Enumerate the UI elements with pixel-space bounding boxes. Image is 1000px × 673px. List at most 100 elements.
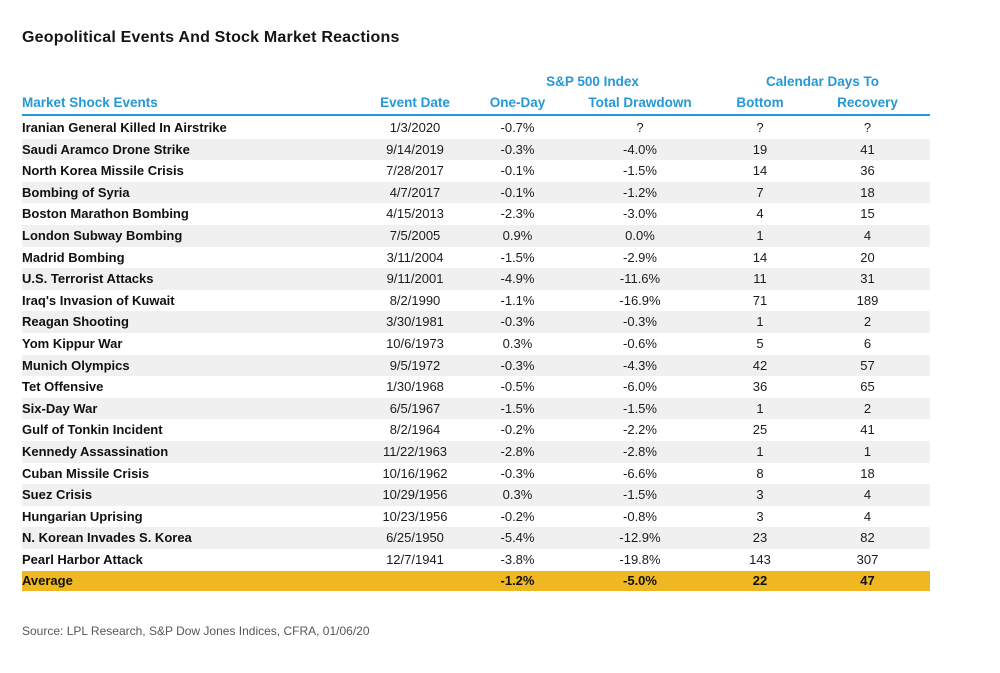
recovery-cell: 65 (860, 379, 875, 395)
recovery-cell: 82 (860, 530, 875, 546)
total-drawdown-cell: -2.2% (623, 422, 657, 438)
one-day-cell: -0.3% (500, 141, 535, 157)
one-day-cell: 0.3% (502, 487, 533, 503)
table-row: Boston Marathon Bombing 4/15/2013 -2.3% -3.… (22, 203, 930, 225)
event-date-cell: 9/14/2019 (386, 141, 444, 157)
bottom-cell: 3 (756, 508, 764, 524)
total-drawdown-cell: -12.9% (619, 530, 661, 546)
table-row: Hungarian Uprising 10/23/1956 -0.2% -0.8% 3 4 (22, 506, 930, 528)
one-day-cell: -2.3% (500, 206, 535, 222)
event-date-cell: 4/15/2013 (386, 206, 444, 222)
bottom-cell: ? (756, 120, 764, 135)
table-row: Bombing of Syria 4/7/2017 -0.1% -1.2% 7 18 (22, 181, 930, 204)
event-cell: Six-Day War (22, 400, 98, 416)
event-cell: Kennedy Assassination (22, 443, 169, 459)
table-row: Pearl Harbor Attack 12/7/1941 -3.8% -19.8% 1… (22, 549, 930, 571)
event-cell: Hungarian Uprising (22, 508, 143, 524)
one-day-cell: -3.8% (500, 551, 535, 567)
bottom-cell: 42 (752, 357, 768, 373)
event-cell: Suez Crisis (22, 487, 93, 503)
recovery-cell: 6 (863, 335, 872, 351)
table-row: Saudi Aramco Drone Strike 9/14/2019 -0.3% -… (22, 138, 930, 161)
event-cell: Tet Offensive (22, 379, 104, 395)
bottom-cell: 11 (753, 271, 767, 287)
event-date-cell: 6/25/1950 (386, 530, 444, 546)
bottom-cell: 23 (752, 530, 768, 546)
total-drawdown-cell: -1.5% (623, 487, 657, 503)
one-day-cell: -0.3% (500, 465, 535, 481)
average-recovery-cell: 47 (860, 573, 875, 589)
bottom-cell: 7 (756, 184, 764, 200)
event-date-cell: 3/11/2004 (386, 249, 444, 265)
table-column-header-row: Market Shock Events Event Date One-Day T… (22, 92, 930, 116)
recovery-cell: 2 (863, 314, 872, 330)
average-label: Average (22, 573, 73, 589)
event-date-cell: 10/6/1973 (386, 335, 444, 351)
one-day-cell: -0.2% (500, 422, 535, 438)
recovery-cell: 41 (860, 141, 875, 157)
event-date-cell: 7/28/2017 (386, 163, 444, 179)
average-row: Average -1.2% -5.0% 22 47 (22, 571, 930, 592)
bottom-cell: 8 (756, 465, 764, 481)
bottom-cell: 36 (752, 379, 768, 395)
average-one-day-cell: -1.2% (500, 573, 535, 589)
event-date-cell: 8/2/1964 (389, 422, 441, 438)
total-drawdown-cell: -1.2% (623, 184, 657, 200)
column-header-bottom: Bottom (736, 95, 784, 110)
table-row: North Korea Missile Crisis 7/28/2017 -0.1%… (22, 160, 930, 182)
column-header-market-shock-events: Market Shock Events (22, 95, 158, 110)
event-cell: Munich Olympics (22, 357, 130, 373)
bottom-cell: 1 (756, 443, 764, 459)
one-day-cell: -1.5% (500, 400, 535, 416)
recovery-cell: 41 (860, 422, 875, 438)
total-drawdown-cell: -3.0% (623, 206, 657, 222)
table-row: Madrid Bombing 3/11/2004 -1.5% -2.9% 14 20 (22, 247, 930, 269)
one-day-cell: -4.9% (500, 271, 535, 287)
bottom-cell: 14 (752, 163, 768, 179)
average-drawdown-cell: -5.0% (623, 573, 657, 589)
recovery-cell: 4 (863, 487, 872, 503)
event-cell: Bombing of Syria (22, 184, 130, 200)
recovery-cell: 20 (860, 249, 875, 265)
total-drawdown-cell: 0.0% (625, 227, 655, 243)
event-cell: Reagan Shooting (22, 314, 129, 330)
table-group-header-row: S&P 500 Index Calendar Days To (22, 72, 930, 92)
total-drawdown-cell: ? (636, 120, 644, 135)
bottom-cell: 1 (756, 314, 764, 330)
group-header-sp500: S&P 500 Index (546, 74, 639, 89)
table-row: Iranian General Killed In Airstrike 1/3/2… (22, 117, 930, 139)
total-drawdown-cell: -0.3% (623, 314, 657, 330)
total-drawdown-cell: -11.6% (619, 271, 661, 287)
total-drawdown-cell: -1.5% (623, 163, 657, 179)
table-row: Suez Crisis 10/29/1956 0.3% -1.5% 3 4 (22, 484, 930, 506)
total-drawdown-cell: -0.8% (623, 508, 657, 524)
total-drawdown-cell: -4.3% (623, 357, 657, 373)
table-row: Yom Kippur War 10/6/1973 0.3% -0.6% 5 6 (22, 333, 930, 355)
event-cell: Cuban Missile Crisis (22, 465, 150, 481)
total-drawdown-cell: -2.9% (623, 249, 657, 265)
events-table: S&P 500 Index Calendar Days To Market Sh… (22, 72, 930, 592)
event-date-cell: 9/5/1972 (389, 357, 441, 373)
event-cell: U.S. Terrorist Attacks (22, 271, 154, 287)
table-row: Iraq's Invasion of Kuwait 8/2/1990 -1.1% -1… (22, 290, 930, 312)
recovery-cell: ? (863, 120, 872, 135)
bottom-cell: 1 (756, 227, 764, 243)
one-day-cell: -1.1% (500, 292, 535, 308)
event-date-cell: 6/5/1967 (389, 400, 441, 416)
total-drawdown-cell: -4.0% (623, 141, 657, 157)
event-cell: Yom Kippur War (22, 335, 123, 351)
event-date-cell: 10/23/1956 (382, 508, 448, 524)
recovery-cell: 2 (863, 400, 872, 416)
table-rows: Iranian General Killed In Airstrike 1/3/2… (22, 117, 930, 570)
bottom-cell: 143 (749, 551, 771, 567)
bottom-cell: 25 (752, 422, 768, 438)
table-row: Munich Olympics 9/5/1972 -0.3% -4.3% 42 57 (22, 354, 930, 377)
event-cell: Boston Marathon Bombing (22, 206, 189, 222)
bottom-cell: 1 (756, 400, 764, 416)
one-day-cell: -2.8% (500, 443, 535, 459)
recovery-cell: 36 (860, 163, 875, 179)
bottom-cell: 4 (756, 206, 764, 222)
bottom-cell: 71 (752, 292, 768, 308)
table-row: Kennedy Assassination 11/22/1963 -2.8% -2.8… (22, 440, 930, 463)
